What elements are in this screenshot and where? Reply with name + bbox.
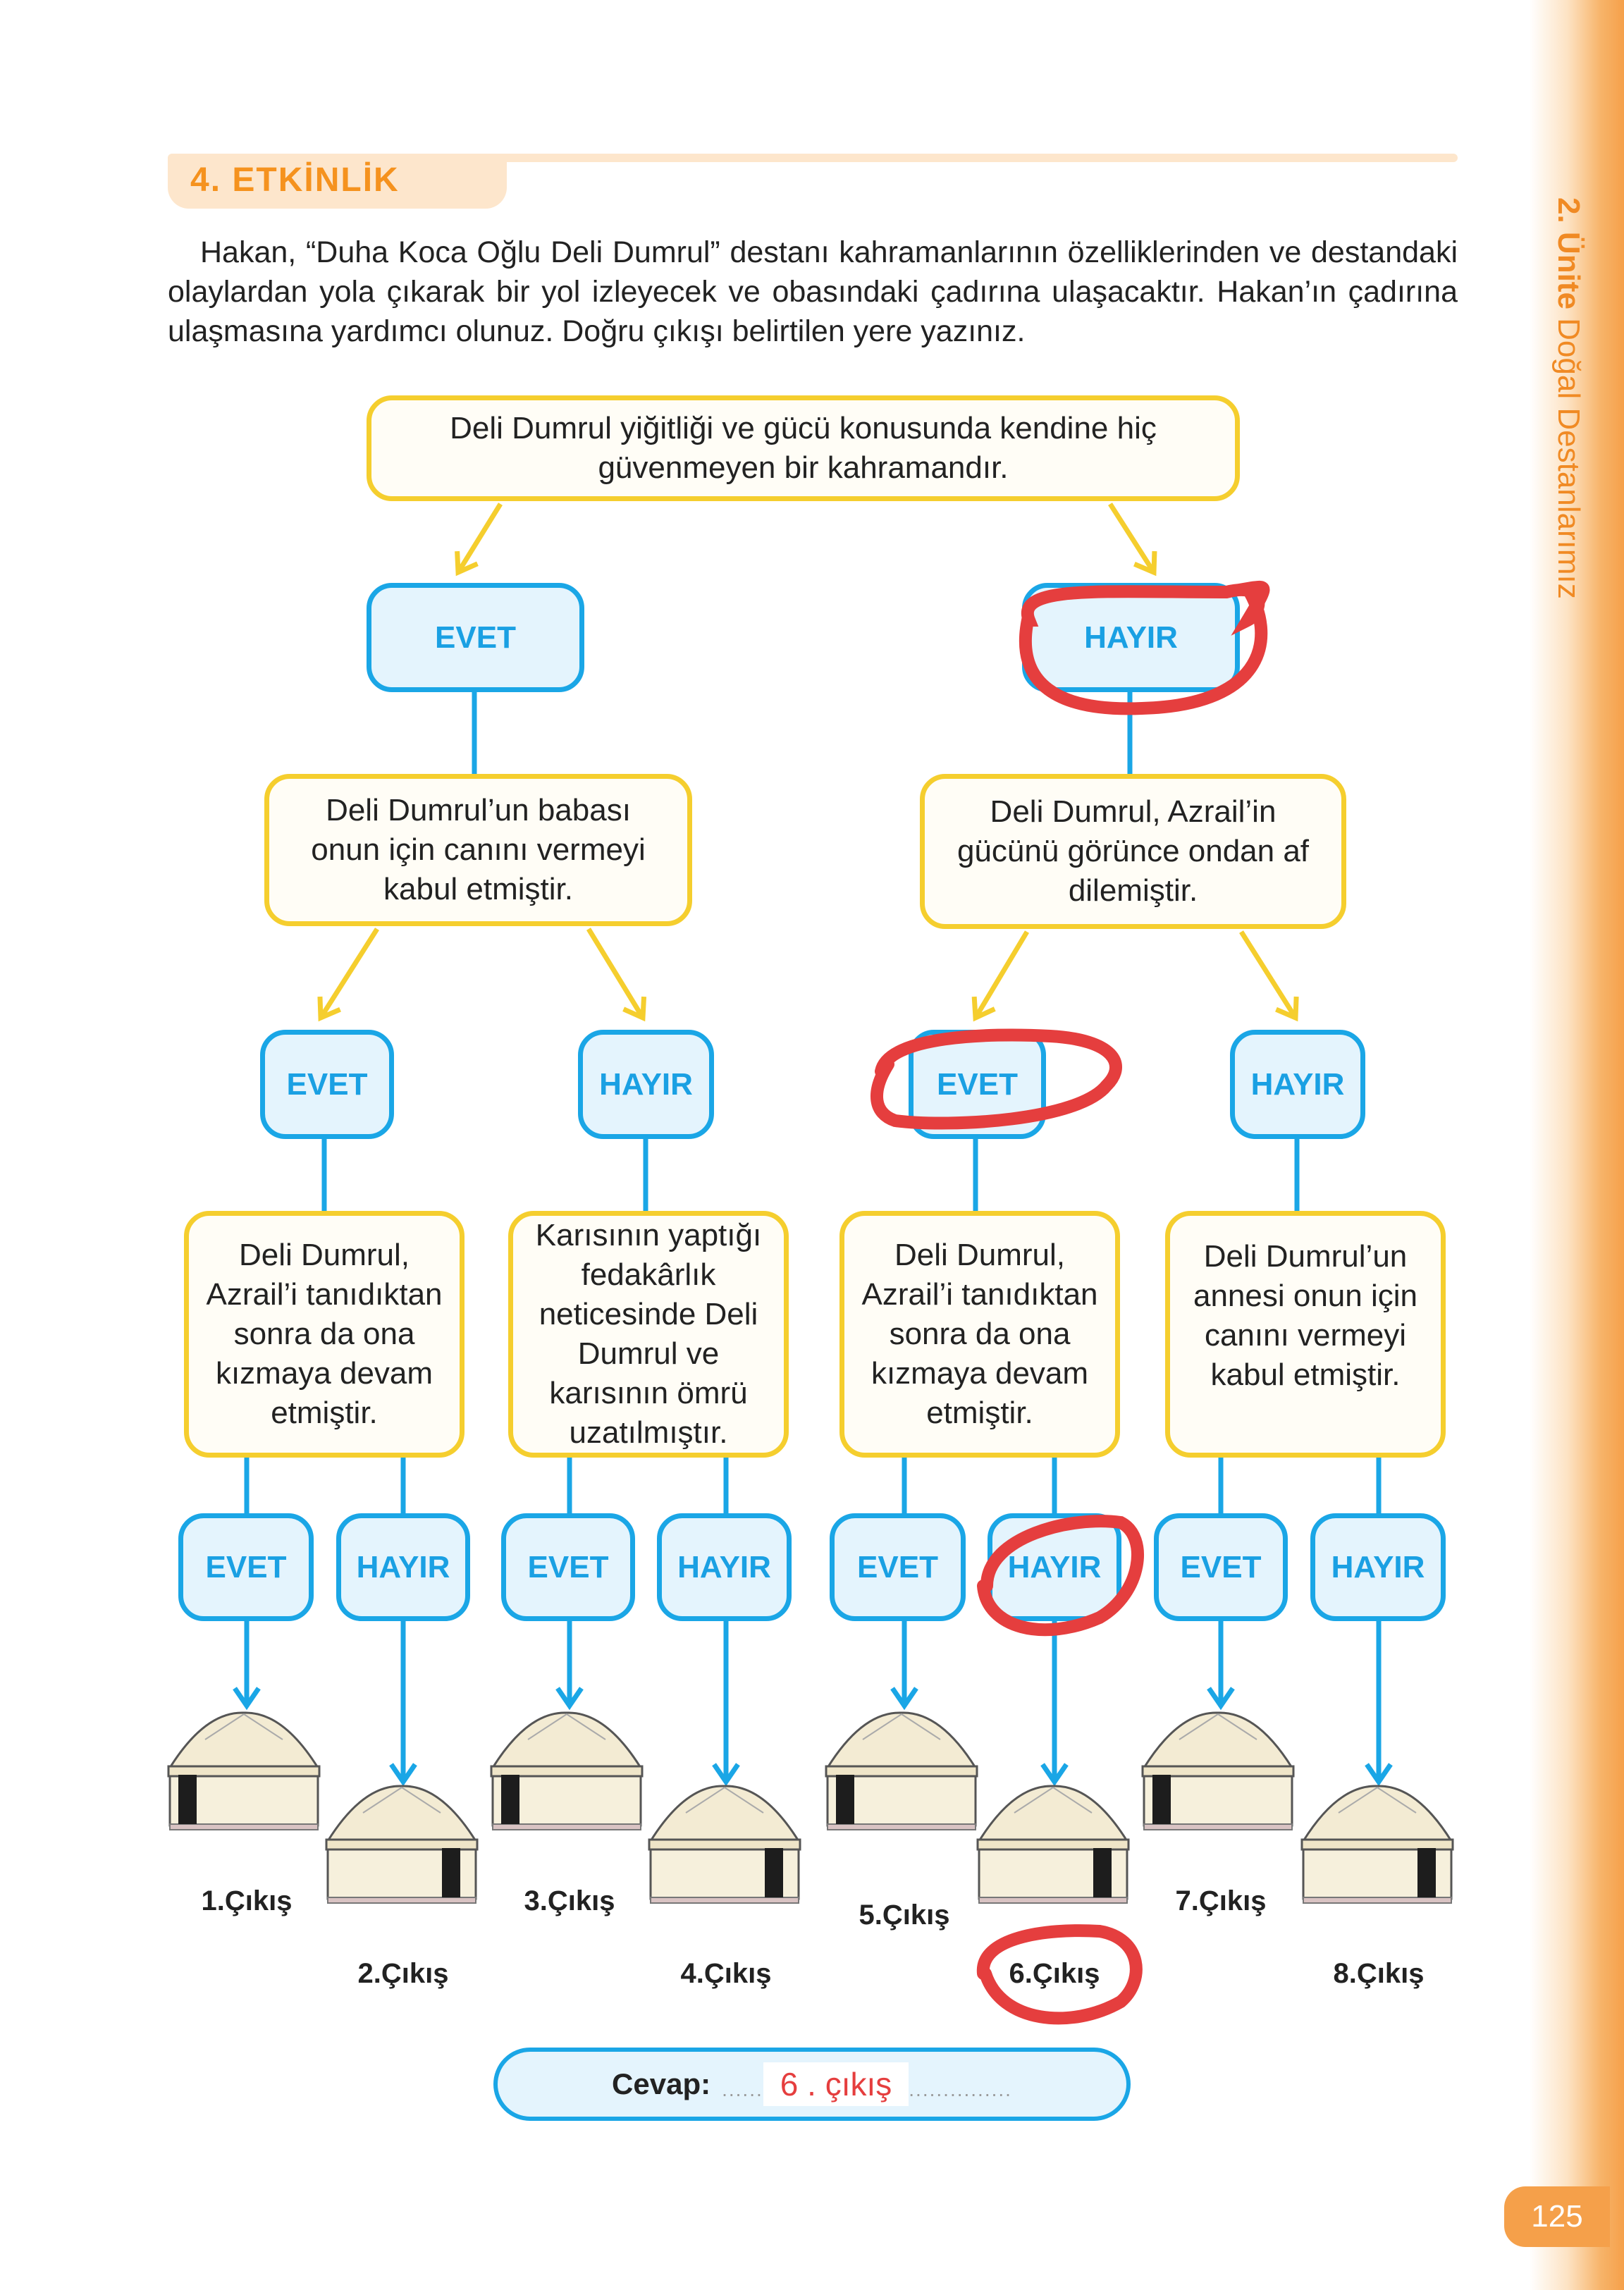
answer-yes-l1[interactable]: EVET xyxy=(260,1030,394,1139)
root-statement: Deli Dumrul yiğitliği ve gücü konusunda … xyxy=(367,395,1240,501)
unit-side-title: 2. Ünite Doğal Destanlarımız xyxy=(1551,197,1586,599)
answer-box: Cevap: ...... 6 . çıkış ............... xyxy=(493,2048,1131,2121)
yurt-icon xyxy=(976,1785,1130,1904)
exit-label: 4.Çıkış xyxy=(680,1958,772,1989)
answer-no-l2[interactable]: HAYIR xyxy=(336,1513,470,1621)
arrowhead xyxy=(1040,1763,1069,1787)
answer-yes-l2[interactable]: EVET xyxy=(830,1513,966,1621)
arrowhead xyxy=(712,1763,740,1787)
instructions: Hakan, “Duha Koca Oğlu Deli Dumrul” dest… xyxy=(168,235,1458,348)
answer-label: Cevap: xyxy=(612,2067,711,2100)
arrowhead xyxy=(971,996,996,1022)
arrow xyxy=(1239,930,1298,1019)
arrow xyxy=(456,503,503,574)
answer-no-l1[interactable]: HAYIR xyxy=(578,1030,714,1139)
exit-label: 8.Çıkış xyxy=(1333,1958,1425,1989)
yurt-icon xyxy=(1300,1785,1454,1904)
activity-tab xyxy=(168,158,507,209)
yurt-icon xyxy=(1141,1711,1295,1830)
statement-l1-left: Deli Dumrul’un babası onun için canını v… xyxy=(264,774,692,926)
answer-yes-l2[interactable]: EVET xyxy=(501,1513,635,1621)
answer-no-l2[interactable]: HAYIR xyxy=(988,1513,1121,1621)
statement-l2: Deli Dumrul, Azrail’i tanıdıktan sonra d… xyxy=(184,1211,465,1458)
exit-label: 6.Çıkış xyxy=(1009,1958,1100,1989)
exit-label: 1.Çıkış xyxy=(201,1885,293,1916)
exit-label: 5.Çıkış xyxy=(859,1900,950,1931)
page-number: 125 xyxy=(1504,2186,1610,2247)
arrowhead xyxy=(317,996,341,1022)
yurt-icon xyxy=(648,1785,801,1904)
arrowhead xyxy=(1275,996,1299,1022)
statement-l1-right: Deli Dumrul, Azrail’in gücünü görünce on… xyxy=(920,774,1346,929)
answer-yes-l2[interactable]: EVET xyxy=(178,1513,314,1621)
arrowhead xyxy=(890,1687,918,1711)
arrow xyxy=(586,928,645,1019)
yurt-icon xyxy=(167,1711,321,1830)
answer-no-l1[interactable]: HAYIR xyxy=(1230,1030,1365,1139)
answer-field[interactable]: 6 . çıkış xyxy=(763,2062,909,2106)
arrowhead xyxy=(455,550,479,577)
arrowhead xyxy=(233,1687,261,1711)
activity-title: 4. ETKİNLİK xyxy=(190,161,400,199)
arrowhead xyxy=(555,1687,584,1711)
arrowhead xyxy=(1365,1763,1393,1787)
exit-label: 7.Çıkış xyxy=(1175,1885,1267,1916)
answer-yes-l0[interactable]: EVET xyxy=(367,583,584,692)
arrowhead xyxy=(389,1763,417,1787)
answer-no-l0[interactable]: HAYIR xyxy=(1022,583,1240,692)
arrow xyxy=(973,930,1030,1019)
arrowhead xyxy=(1207,1687,1235,1711)
answer-no-l2[interactable]: HAYIR xyxy=(1310,1513,1446,1621)
statement-l2: Deli Dumrul, Azrail’i tanıdıktan sonra d… xyxy=(839,1211,1120,1458)
answer-yes-l2[interactable]: EVET xyxy=(1154,1513,1288,1621)
statement-l2: Deli Dumrul’un annesi onun için canını v… xyxy=(1165,1211,1446,1458)
yurt-icon xyxy=(825,1711,978,1830)
answer-no-l2[interactable]: HAYIR xyxy=(657,1513,792,1621)
statement-l2: Karısının yaptığı fedakârlık neticesinde… xyxy=(508,1211,789,1458)
answer-yes-l1[interactable]: EVET xyxy=(909,1030,1046,1139)
arrow xyxy=(1108,503,1156,574)
page-edge-strip xyxy=(1530,0,1624,2290)
exit-label: 3.Çıkış xyxy=(524,1885,615,1916)
arrow xyxy=(319,928,379,1019)
arrowhead xyxy=(622,996,647,1022)
exit-label: 2.Çıkış xyxy=(357,1958,449,1989)
yurt-icon xyxy=(325,1785,479,1904)
yurt-icon xyxy=(490,1711,644,1830)
arrowhead xyxy=(1133,550,1157,577)
